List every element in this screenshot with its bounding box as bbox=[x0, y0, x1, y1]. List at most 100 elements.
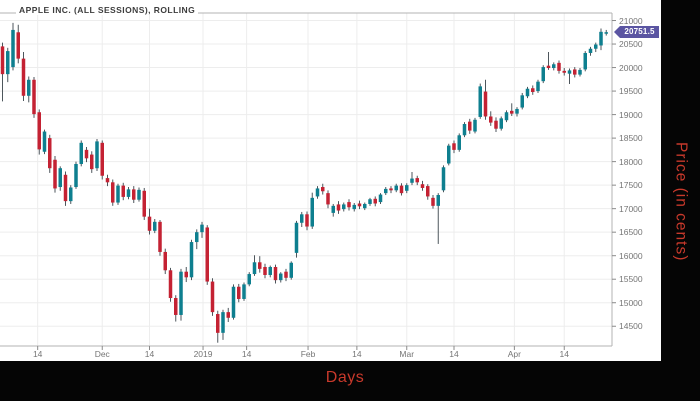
candlestick-plot[interactable] bbox=[0, 0, 661, 361]
candle bbox=[153, 219, 157, 234]
candle bbox=[252, 255, 257, 276]
candle bbox=[21, 52, 26, 101]
candle bbox=[368, 197, 372, 206]
candle bbox=[599, 28, 603, 51]
candle bbox=[216, 310, 220, 343]
candle bbox=[399, 183, 404, 196]
candle bbox=[63, 171, 68, 206]
candle bbox=[499, 116, 503, 131]
candle bbox=[90, 151, 94, 173]
candle bbox=[578, 68, 582, 77]
candle bbox=[132, 186, 136, 204]
x-tick-label: Feb bbox=[300, 349, 316, 359]
candle bbox=[373, 196, 377, 207]
candle bbox=[105, 174, 110, 187]
y-tick-label: 15000 bbox=[619, 297, 643, 308]
candle bbox=[515, 107, 519, 117]
candle bbox=[205, 225, 209, 285]
y-tick-label: 18000 bbox=[619, 156, 643, 167]
candle bbox=[95, 139, 99, 172]
candle bbox=[357, 200, 362, 210]
candle bbox=[69, 185, 73, 204]
candle bbox=[546, 52, 551, 70]
candle bbox=[27, 76, 31, 103]
candle bbox=[483, 79, 488, 120]
y-tick-label: 18500 bbox=[619, 133, 643, 144]
candle bbox=[557, 60, 561, 74]
candle bbox=[410, 171, 414, 186]
candle bbox=[11, 22, 15, 71]
candle bbox=[111, 179, 115, 206]
candle bbox=[79, 140, 83, 167]
candle bbox=[121, 182, 125, 201]
candle bbox=[289, 261, 293, 280]
y-axis-title: Price (in cents) bbox=[672, 142, 690, 262]
candle bbox=[363, 202, 367, 211]
candle bbox=[336, 201, 341, 214]
x-tick-label: Mar bbox=[399, 349, 415, 359]
y-tick-label: 19000 bbox=[619, 109, 643, 120]
candle bbox=[510, 103, 514, 117]
candle bbox=[48, 134, 52, 173]
candle bbox=[163, 248, 167, 275]
candle bbox=[58, 166, 62, 191]
candle bbox=[588, 46, 593, 56]
candle bbox=[415, 175, 419, 186]
candle bbox=[321, 183, 325, 195]
candle bbox=[74, 161, 78, 189]
candle bbox=[315, 186, 320, 199]
candle bbox=[226, 307, 230, 323]
candle bbox=[583, 51, 587, 72]
candle bbox=[394, 183, 398, 193]
candle bbox=[436, 193, 440, 244]
candle bbox=[237, 283, 241, 303]
candle bbox=[462, 122, 467, 138]
candle bbox=[594, 42, 598, 53]
y-tick-label: 17000 bbox=[619, 203, 643, 214]
candle bbox=[342, 202, 346, 212]
candle bbox=[195, 229, 199, 250]
candle bbox=[0, 42, 5, 102]
candle bbox=[457, 133, 461, 152]
y-tick-label: 19500 bbox=[619, 86, 643, 97]
y-tick-label: 20500 bbox=[619, 39, 643, 50]
candle bbox=[137, 187, 141, 202]
candle bbox=[326, 190, 330, 209]
candle bbox=[305, 211, 309, 231]
x-tick-label: 2019 bbox=[193, 349, 213, 359]
candle bbox=[210, 278, 215, 316]
candle bbox=[405, 183, 409, 194]
candle bbox=[158, 219, 162, 256]
candle bbox=[573, 67, 577, 78]
candle bbox=[331, 203, 335, 217]
candle bbox=[552, 62, 556, 71]
candle bbox=[184, 266, 188, 283]
chart-title: APPLE INC. (ALL SESSIONS), ROLLING bbox=[16, 5, 199, 15]
candle bbox=[441, 165, 446, 193]
x-tick-label: 14 bbox=[449, 349, 459, 359]
x-tick-label: 14 bbox=[559, 349, 569, 359]
candle bbox=[147, 208, 152, 235]
candle bbox=[562, 68, 566, 76]
last-price-badge: 20751.5 bbox=[614, 26, 659, 38]
candle bbox=[541, 65, 545, 84]
candle bbox=[242, 282, 246, 301]
candle bbox=[116, 183, 120, 205]
candle bbox=[32, 76, 36, 118]
candle bbox=[273, 264, 278, 284]
y-tick-label: 15500 bbox=[619, 274, 643, 285]
candle bbox=[42, 129, 47, 155]
candle bbox=[452, 140, 456, 154]
candle bbox=[279, 272, 283, 283]
candle bbox=[221, 309, 225, 340]
candle bbox=[100, 140, 104, 180]
x-tick-label: 14 bbox=[352, 349, 362, 359]
x-tick-label: Dec bbox=[94, 349, 110, 359]
candle bbox=[174, 295, 178, 322]
candle bbox=[426, 184, 430, 200]
candle bbox=[531, 85, 535, 95]
candle bbox=[447, 143, 451, 166]
y-tick-label: 17500 bbox=[619, 180, 643, 191]
x-tick-label: Apr bbox=[507, 349, 521, 359]
candle bbox=[431, 195, 435, 209]
